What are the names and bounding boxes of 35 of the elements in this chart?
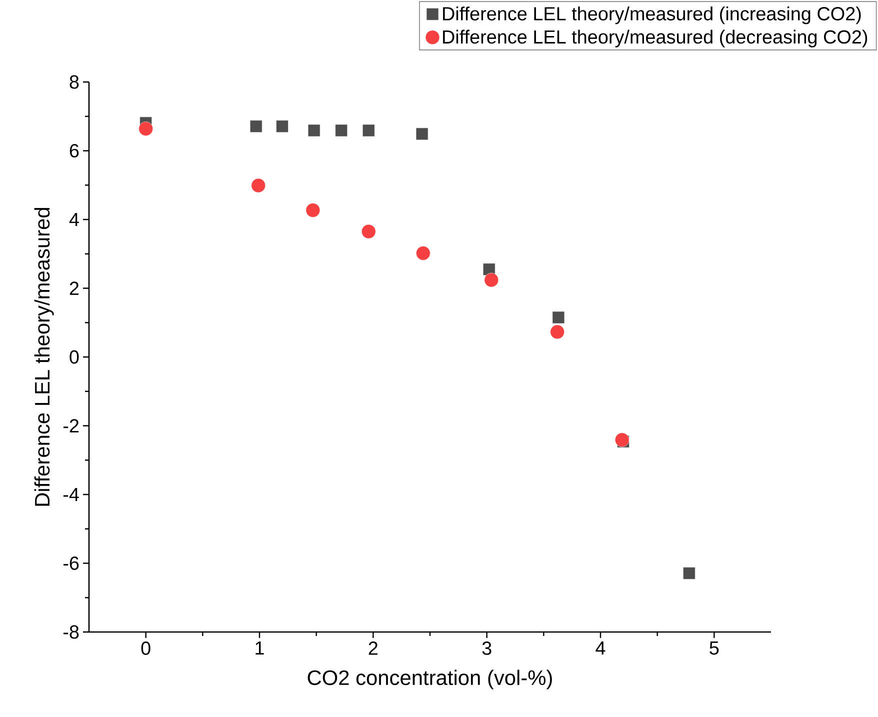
y-tick-label: -2 — [63, 419, 79, 432]
point — [416, 128, 428, 140]
legend-label: Difference LEL theory/measured (increasing CO2) — [443, 6, 861, 24]
point — [683, 567, 696, 580]
point — [550, 324, 564, 340]
point — [552, 311, 565, 324]
legend-label: Difference LEL theory/measured (decreasing CO2) — [443, 30, 868, 48]
x-tick-label: 3 — [482, 642, 492, 655]
x-tick-label: 4 — [596, 642, 606, 655]
x-axis-title: CO2 concentration (vol-%) — [308, 670, 552, 690]
x-tick-label: 2 — [368, 642, 378, 655]
point — [276, 120, 288, 132]
point — [308, 124, 320, 137]
point — [335, 124, 348, 137]
y-tick-label: 0 — [70, 350, 79, 364]
point — [484, 272, 499, 288]
x-tick-label: 5 — [710, 642, 719, 655]
y-tick-label: -6 — [63, 556, 79, 570]
point — [416, 246, 430, 260]
y-tick-label: 2 — [70, 282, 79, 295]
point — [138, 122, 153, 136]
point — [614, 432, 630, 447]
y-axis-title: Difference LEL theory/measured — [34, 208, 54, 506]
point — [250, 120, 262, 132]
point — [362, 124, 375, 137]
point — [251, 178, 266, 193]
point — [306, 203, 320, 218]
y-tick-label: 8 — [70, 75, 79, 89]
y-tick-label: 6 — [70, 144, 79, 158]
point — [361, 224, 376, 239]
y-tick-label: -4 — [63, 488, 79, 502]
y-tick-label: -8 — [63, 625, 79, 639]
x-tick-label: 0 — [141, 642, 150, 655]
x-tick-label: 1 — [256, 642, 264, 655]
y-tick-label: 4 — [69, 213, 79, 226]
